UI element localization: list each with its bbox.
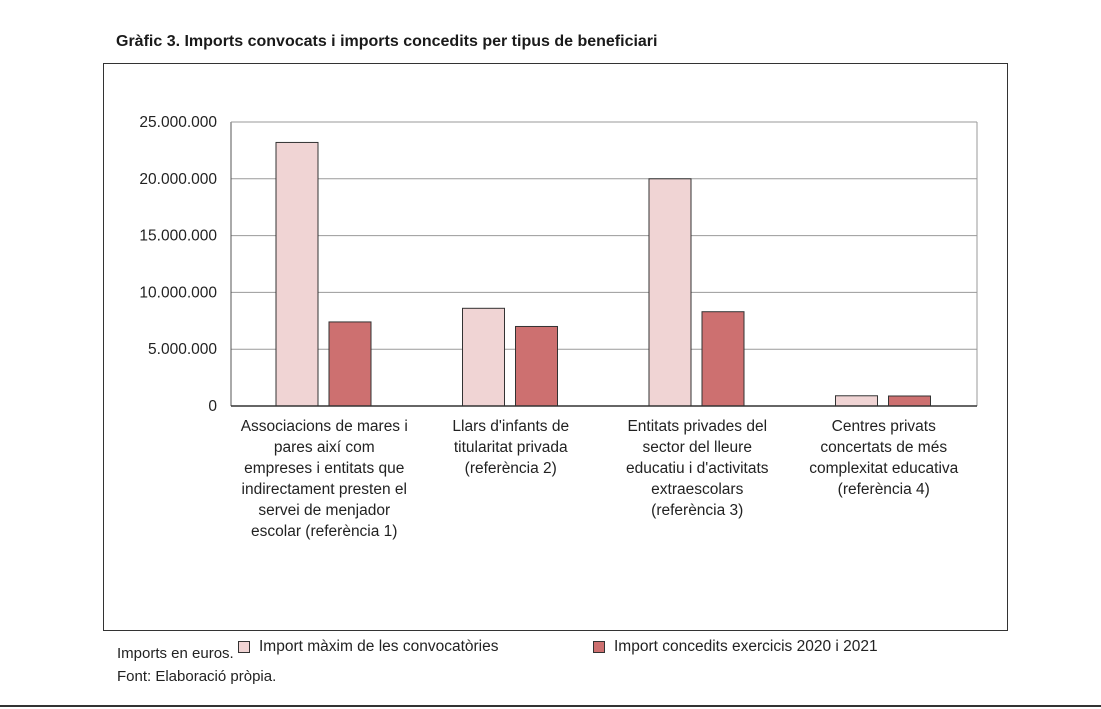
bar-series-2-category-1	[328, 321, 372, 407]
bar-series-1-category-4	[835, 395, 878, 407]
source-note: Font: Elaboració pròpia.	[117, 668, 277, 685]
y-tick-label: 10.000.000	[139, 284, 217, 301]
bar-series-1-category-3	[648, 178, 692, 407]
category-label-line: titularitat privada	[453, 439, 568, 456]
category-label-line: educatiu i d'activitats	[625, 460, 769, 477]
category-label-1: Associacions de mares i pares així com emp…	[219, 416, 429, 542]
category-label-2: Llars d'infants de titularitat privada (re…	[406, 416, 616, 479]
bar-series-2-category-3	[701, 311, 745, 407]
units-note: Imports en euros.	[117, 645, 234, 662]
category-label-line: servei de menjador	[258, 502, 391, 519]
y-tick-label: 20.000.000	[139, 171, 217, 188]
bar-series-1-category-1	[275, 141, 319, 407]
category-label-line: (referència 4)	[837, 481, 930, 498]
category-label-3: Entitats privades del sector del lleure ed…	[592, 416, 802, 521]
chart-title: Gràfic 3. Imports convocats i imports co…	[116, 33, 658, 50]
axes	[230, 121, 978, 407]
gridlines	[231, 121, 977, 350]
legend-item-series-1: Import màxim de les convocatòries	[238, 637, 498, 657]
y-tick-label: 15.000.000	[139, 228, 217, 245]
bottom-rule	[0, 705, 1101, 707]
category-label-line: indirectament presten el	[241, 481, 407, 498]
legend-item-series-2: Import concedits exercicis 2020 i 2021	[593, 637, 878, 657]
legend-label-series-1: Import màxim de les convocatòries	[259, 638, 499, 655]
bars	[275, 141, 931, 407]
y-tick-label: 25.000.000	[139, 114, 217, 131]
y-axis-ticks: 0 5.000.000 10.000.000 15.000.000 20.000.000…	[139, 114, 217, 415]
category-label-line: pares així com	[273, 439, 375, 456]
bar-series-2-category-2	[515, 325, 558, 407]
category-label-line: empreses i entitats que	[244, 460, 405, 477]
y-tick-label: 0	[208, 398, 217, 415]
legend-swatch-series-2	[593, 641, 605, 653]
bar-series-1-category-2	[462, 307, 505, 407]
category-label-line: complexitat educativa	[809, 460, 959, 477]
category-label-line: Llars d'infants de	[452, 418, 570, 435]
category-label-line: Entitats privades del	[627, 418, 768, 435]
legend-label-series-2: Import concedits exercicis 2020 i 2021	[614, 638, 878, 655]
category-label-line: (referència 3)	[651, 502, 744, 519]
category-label-line: Centres privats	[831, 418, 936, 435]
legend-swatch-series-1	[238, 641, 250, 653]
category-label-line: sector del lleure	[642, 439, 752, 456]
category-label-4: Centres privats concertats de més complexi…	[779, 416, 989, 500]
chart-frame: 0 5.000.000 10.000.000 15.000.000 20.000.000…	[103, 63, 1008, 655]
y-tick-label: 5.000.000	[148, 341, 217, 358]
category-label-line: concertats de més	[820, 439, 948, 456]
bar-chart: 0 5.000.000 10.000.000 15.000.000 20.000.000…	[139, 114, 978, 415]
category-label-line: escolar (referència 1)	[251, 523, 398, 540]
bar-series-2-category-4	[888, 395, 931, 407]
category-label-line: extraescolars	[651, 481, 744, 498]
category-label-line: Associacions de mares i	[240, 418, 408, 435]
category-label-line: (referència 2)	[464, 460, 557, 477]
